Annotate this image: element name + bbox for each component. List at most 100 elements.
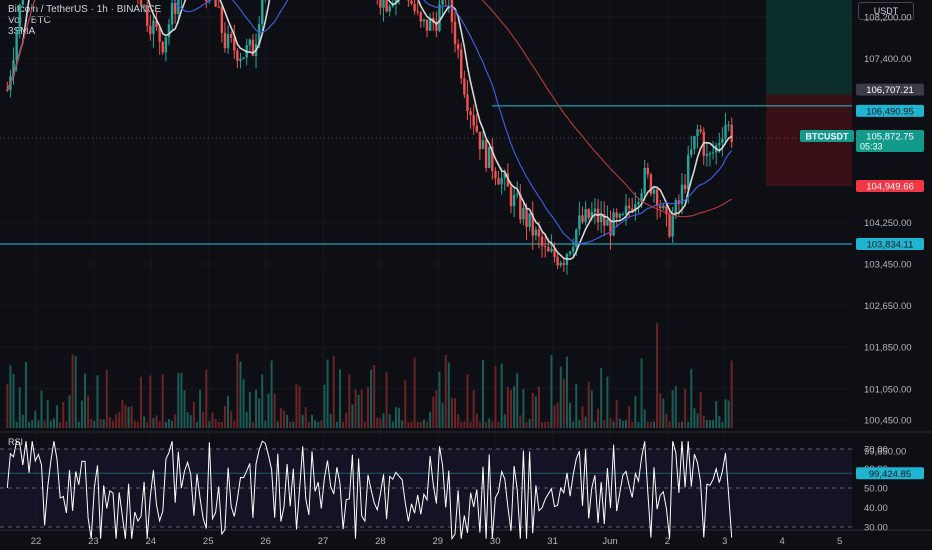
volume-bar bbox=[528, 418, 531, 428]
candle-body bbox=[167, 24, 171, 38]
volume-bar bbox=[398, 407, 401, 428]
volume-bar bbox=[407, 421, 410, 428]
candle-body bbox=[708, 153, 712, 155]
candle-body bbox=[540, 236, 544, 246]
candle-body bbox=[21, 0, 25, 5]
volume-bar bbox=[578, 420, 581, 428]
candle-body bbox=[469, 111, 472, 116]
candle-body bbox=[668, 214, 671, 237]
volume-bar bbox=[279, 408, 282, 428]
candle-body bbox=[463, 78, 466, 95]
candle-body bbox=[553, 248, 556, 258]
candle-body bbox=[512, 194, 516, 207]
candle-body bbox=[441, 0, 444, 5]
target-zone bbox=[766, 0, 852, 95]
candle-body bbox=[659, 205, 662, 208]
volume-bar bbox=[677, 422, 680, 428]
rsi-line bbox=[6, 440, 733, 541]
candle-body bbox=[385, 0, 388, 12]
volume-bar bbox=[618, 418, 621, 428]
volume-bar bbox=[139, 376, 142, 428]
volume-bar bbox=[702, 415, 705, 428]
volume-bar bbox=[537, 386, 540, 428]
volume-bar bbox=[68, 395, 71, 428]
time-tick-label: 5 bbox=[837, 536, 842, 547]
volume-bar bbox=[500, 363, 503, 428]
volume-bar bbox=[684, 388, 687, 428]
volume-bar bbox=[93, 421, 96, 428]
volume-bar bbox=[335, 421, 338, 428]
volume-bar bbox=[323, 384, 326, 428]
candle-body bbox=[627, 205, 631, 209]
candle-body bbox=[500, 177, 503, 185]
candle-body bbox=[683, 184, 687, 190]
symbol-badge-bg bbox=[800, 130, 854, 143]
volume-bar bbox=[9, 365, 12, 428]
candle-body bbox=[727, 124, 730, 126]
candle-body bbox=[379, 0, 382, 8]
volume-bar bbox=[575, 383, 578, 428]
volume-bar bbox=[401, 420, 404, 428]
candle-body bbox=[696, 129, 699, 137]
price-tick-label: 108,200.00 bbox=[864, 13, 912, 24]
symbol-badge: BTCUSDT bbox=[806, 132, 849, 142]
volume-bar bbox=[662, 398, 665, 428]
volume-bar bbox=[317, 421, 320, 428]
volume-bar bbox=[298, 386, 301, 428]
candle-body bbox=[603, 214, 606, 226]
candle-body bbox=[419, 12, 423, 22]
candle-body bbox=[559, 262, 562, 266]
volume-bar bbox=[273, 393, 276, 428]
volume-bar bbox=[15, 421, 18, 428]
candle-body bbox=[435, 22, 438, 31]
volume-bar bbox=[37, 420, 40, 428]
time-tick-label: 29 bbox=[433, 536, 444, 547]
volume-bar bbox=[727, 400, 730, 428]
volume-bar bbox=[199, 390, 202, 428]
candle-body bbox=[394, 0, 398, 4]
volume-bar bbox=[65, 421, 68, 428]
candle-body bbox=[534, 229, 538, 236]
volume-bar bbox=[354, 389, 357, 428]
volume-bar bbox=[659, 392, 662, 428]
volume-bar bbox=[283, 410, 286, 428]
candle-body bbox=[177, 0, 180, 14]
volume-bar bbox=[690, 368, 693, 428]
volume-bar bbox=[394, 407, 397, 428]
volume-bar bbox=[183, 390, 186, 428]
candle-body bbox=[509, 186, 513, 207]
volume-bar bbox=[59, 421, 62, 428]
volume-bar bbox=[332, 355, 335, 428]
volume-bar bbox=[631, 421, 634, 428]
volume-bar bbox=[416, 421, 419, 428]
candle-body bbox=[251, 39, 255, 56]
volume-bar bbox=[71, 354, 74, 428]
volume-bar bbox=[189, 415, 192, 428]
candle-body bbox=[687, 154, 690, 190]
volume-bar bbox=[115, 414, 118, 428]
volume-bar bbox=[649, 421, 652, 428]
candle-body bbox=[488, 146, 491, 168]
volume-bar bbox=[21, 414, 24, 428]
sma-mid-line bbox=[6, 0, 733, 245]
currency-button[interactable]: USDT bbox=[858, 2, 914, 20]
candle-body bbox=[242, 57, 245, 59]
volume-bar bbox=[572, 421, 575, 428]
volume-bar bbox=[348, 374, 351, 428]
volume-bar bbox=[503, 414, 506, 428]
volume-bar bbox=[587, 381, 590, 428]
volume-bar bbox=[565, 356, 568, 428]
candle-body bbox=[410, 0, 413, 4]
volume-bar bbox=[581, 406, 584, 428]
volume-bar bbox=[447, 362, 450, 428]
volume-bar bbox=[671, 390, 674, 428]
volume-bar bbox=[454, 398, 457, 428]
candle-body bbox=[170, 2, 174, 25]
volume-bar bbox=[531, 393, 534, 428]
rsi-title: RSI bbox=[8, 437, 24, 447]
volume-bar bbox=[547, 421, 550, 428]
volume-bar bbox=[426, 421, 429, 428]
candle-body bbox=[161, 41, 164, 53]
volume-bar bbox=[603, 420, 606, 428]
